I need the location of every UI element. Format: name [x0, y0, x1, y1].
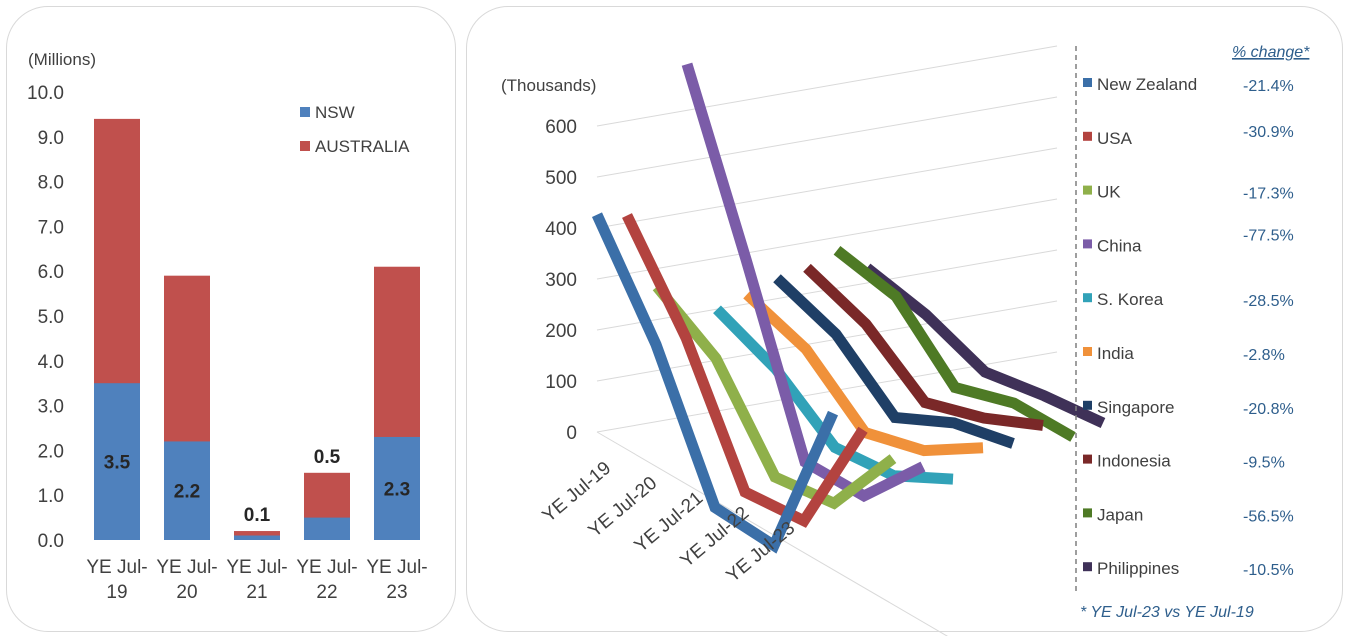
- legend-swatch-australia: [300, 141, 310, 151]
- line-uk: [652, 283, 897, 510]
- left-ytick: 9.0: [38, 128, 64, 149]
- right-gridline: [596, 45, 1058, 127]
- pct-change-header: % change*: [1232, 44, 1310, 61]
- legend-s-korea: S. Korea: [1097, 290, 1164, 309]
- legend-uk: UK: [1097, 183, 1121, 202]
- right-gridline: [596, 300, 1058, 382]
- pct-change-s-korea: -28.5%: [1243, 293, 1294, 310]
- right-gridline: [596, 198, 1058, 280]
- left-ytick: 5.0: [38, 307, 64, 328]
- bar-nsw-ye-jul-23: [374, 436, 420, 540]
- line-new-zealand: [591, 212, 839, 554]
- legend-india: India: [1097, 344, 1134, 363]
- legend-swatch-philippines: [1083, 562, 1092, 572]
- line-indonesia: [803, 263, 1044, 431]
- left-ytick: 8.0: [38, 173, 64, 194]
- right-unit-label: (Thousands): [501, 76, 596, 95]
- line-china: [681, 62, 926, 503]
- left-xtick-line2: 21: [246, 582, 267, 603]
- left-xtick-line1: YE Jul-: [156, 557, 217, 578]
- right-ytick: 300: [545, 270, 577, 291]
- left-ytick: 2.0: [38, 441, 64, 462]
- right-gridline: [596, 147, 1058, 229]
- pct-change-japan: -56.5%: [1243, 508, 1294, 525]
- right-ytick: 100: [545, 372, 577, 393]
- pct-change-indonesia: -9.5%: [1243, 455, 1285, 472]
- legend-singapore: Singapore: [1097, 398, 1175, 417]
- left-ytick: 4.0: [38, 352, 64, 373]
- legend-swatch-india: [1083, 347, 1092, 356]
- legend-nsw: NSW: [315, 103, 355, 122]
- bar-data-label: 0.1: [244, 505, 271, 526]
- left-xtick-line2: 19: [106, 582, 127, 603]
- left-ytick: 1.0: [38, 486, 64, 507]
- pct-change-new-zealand: -21.4%: [1243, 78, 1294, 95]
- legend-swatch-indonesia: [1083, 454, 1092, 464]
- line-singapore: [773, 274, 1015, 449]
- left-ytick: 10.0: [27, 83, 64, 104]
- right-gridline: [596, 96, 1058, 178]
- legend-australia: AUSTRALIA: [315, 137, 410, 156]
- legend-japan: Japan: [1097, 505, 1143, 524]
- left-xtick-line2: 22: [316, 582, 337, 603]
- left-xtick-line1: YE Jul-: [296, 557, 357, 578]
- footnote: * YE Jul-23 vs YE Jul-19: [1080, 604, 1254, 621]
- legend-swatch-uk: [1083, 185, 1092, 195]
- right-ytick: 200: [545, 321, 577, 342]
- left-xtick-line1: YE Jul-: [226, 557, 287, 578]
- bar-nsw-ye-jul-20: [164, 441, 210, 540]
- legend-swatch-usa: [1083, 131, 1092, 141]
- legend-swatch-china: [1083, 239, 1092, 249]
- bar-data-label: 0.5: [314, 447, 341, 468]
- left-ytick: 0.0: [38, 531, 64, 552]
- right-floor-edge: [596, 431, 949, 636]
- legend-swatch-s-korea: [1083, 293, 1092, 303]
- pct-change-china: -77.5%: [1243, 227, 1294, 244]
- line-usa: [622, 213, 868, 528]
- bar-data-label: 2.3: [384, 479, 410, 500]
- left-ytick: 7.0: [38, 217, 64, 238]
- pct-change-singapore: -20.8%: [1243, 401, 1294, 418]
- bar-data-label: 2.2: [174, 482, 200, 503]
- left-xtick-line1: YE Jul-: [86, 557, 147, 578]
- pct-change-usa: -30.9%: [1243, 124, 1294, 141]
- pct-change-india: -2.8%: [1243, 347, 1285, 364]
- left-xtick-line1: YE Jul-: [366, 557, 427, 578]
- legend-philippines: Philippines: [1097, 559, 1179, 578]
- bar-data-label: 3.5: [104, 453, 131, 474]
- legend-indonesia: Indonesia: [1097, 452, 1171, 471]
- left-ytick: 3.0: [38, 397, 64, 418]
- legend-swatch-new-zealand: [1083, 78, 1092, 87]
- left-xtick-line2: 20: [176, 582, 197, 603]
- left-xtick-line2: 23: [386, 582, 407, 603]
- bar-nsw-ye-jul-21: [234, 535, 280, 540]
- bar-nsw-ye-jul-19: [94, 383, 140, 540]
- line-japan: [833, 245, 1076, 442]
- right-ytick: 0: [566, 423, 577, 444]
- legend-china: China: [1097, 236, 1142, 255]
- right-ytick: 500: [545, 168, 577, 189]
- pct-change-uk: -17.3%: [1243, 186, 1294, 203]
- pct-change-philippines: -10.5%: [1243, 562, 1294, 579]
- legend-swatch-japan: [1083, 508, 1092, 518]
- line-philippines: [863, 263, 1106, 428]
- bar-nsw-ye-jul-22: [304, 517, 350, 540]
- legend-swatch-nsw: [300, 107, 310, 117]
- legend-usa: USA: [1097, 129, 1133, 148]
- legend-new-zealand: New Zealand: [1097, 75, 1197, 94]
- right-ytick: 400: [545, 219, 577, 240]
- legend-swatch-singapore: [1083, 400, 1092, 410]
- left-ytick: 6.0: [38, 262, 64, 283]
- right-ytick: 600: [545, 117, 577, 138]
- left-unit-label: (Millions): [28, 50, 96, 69]
